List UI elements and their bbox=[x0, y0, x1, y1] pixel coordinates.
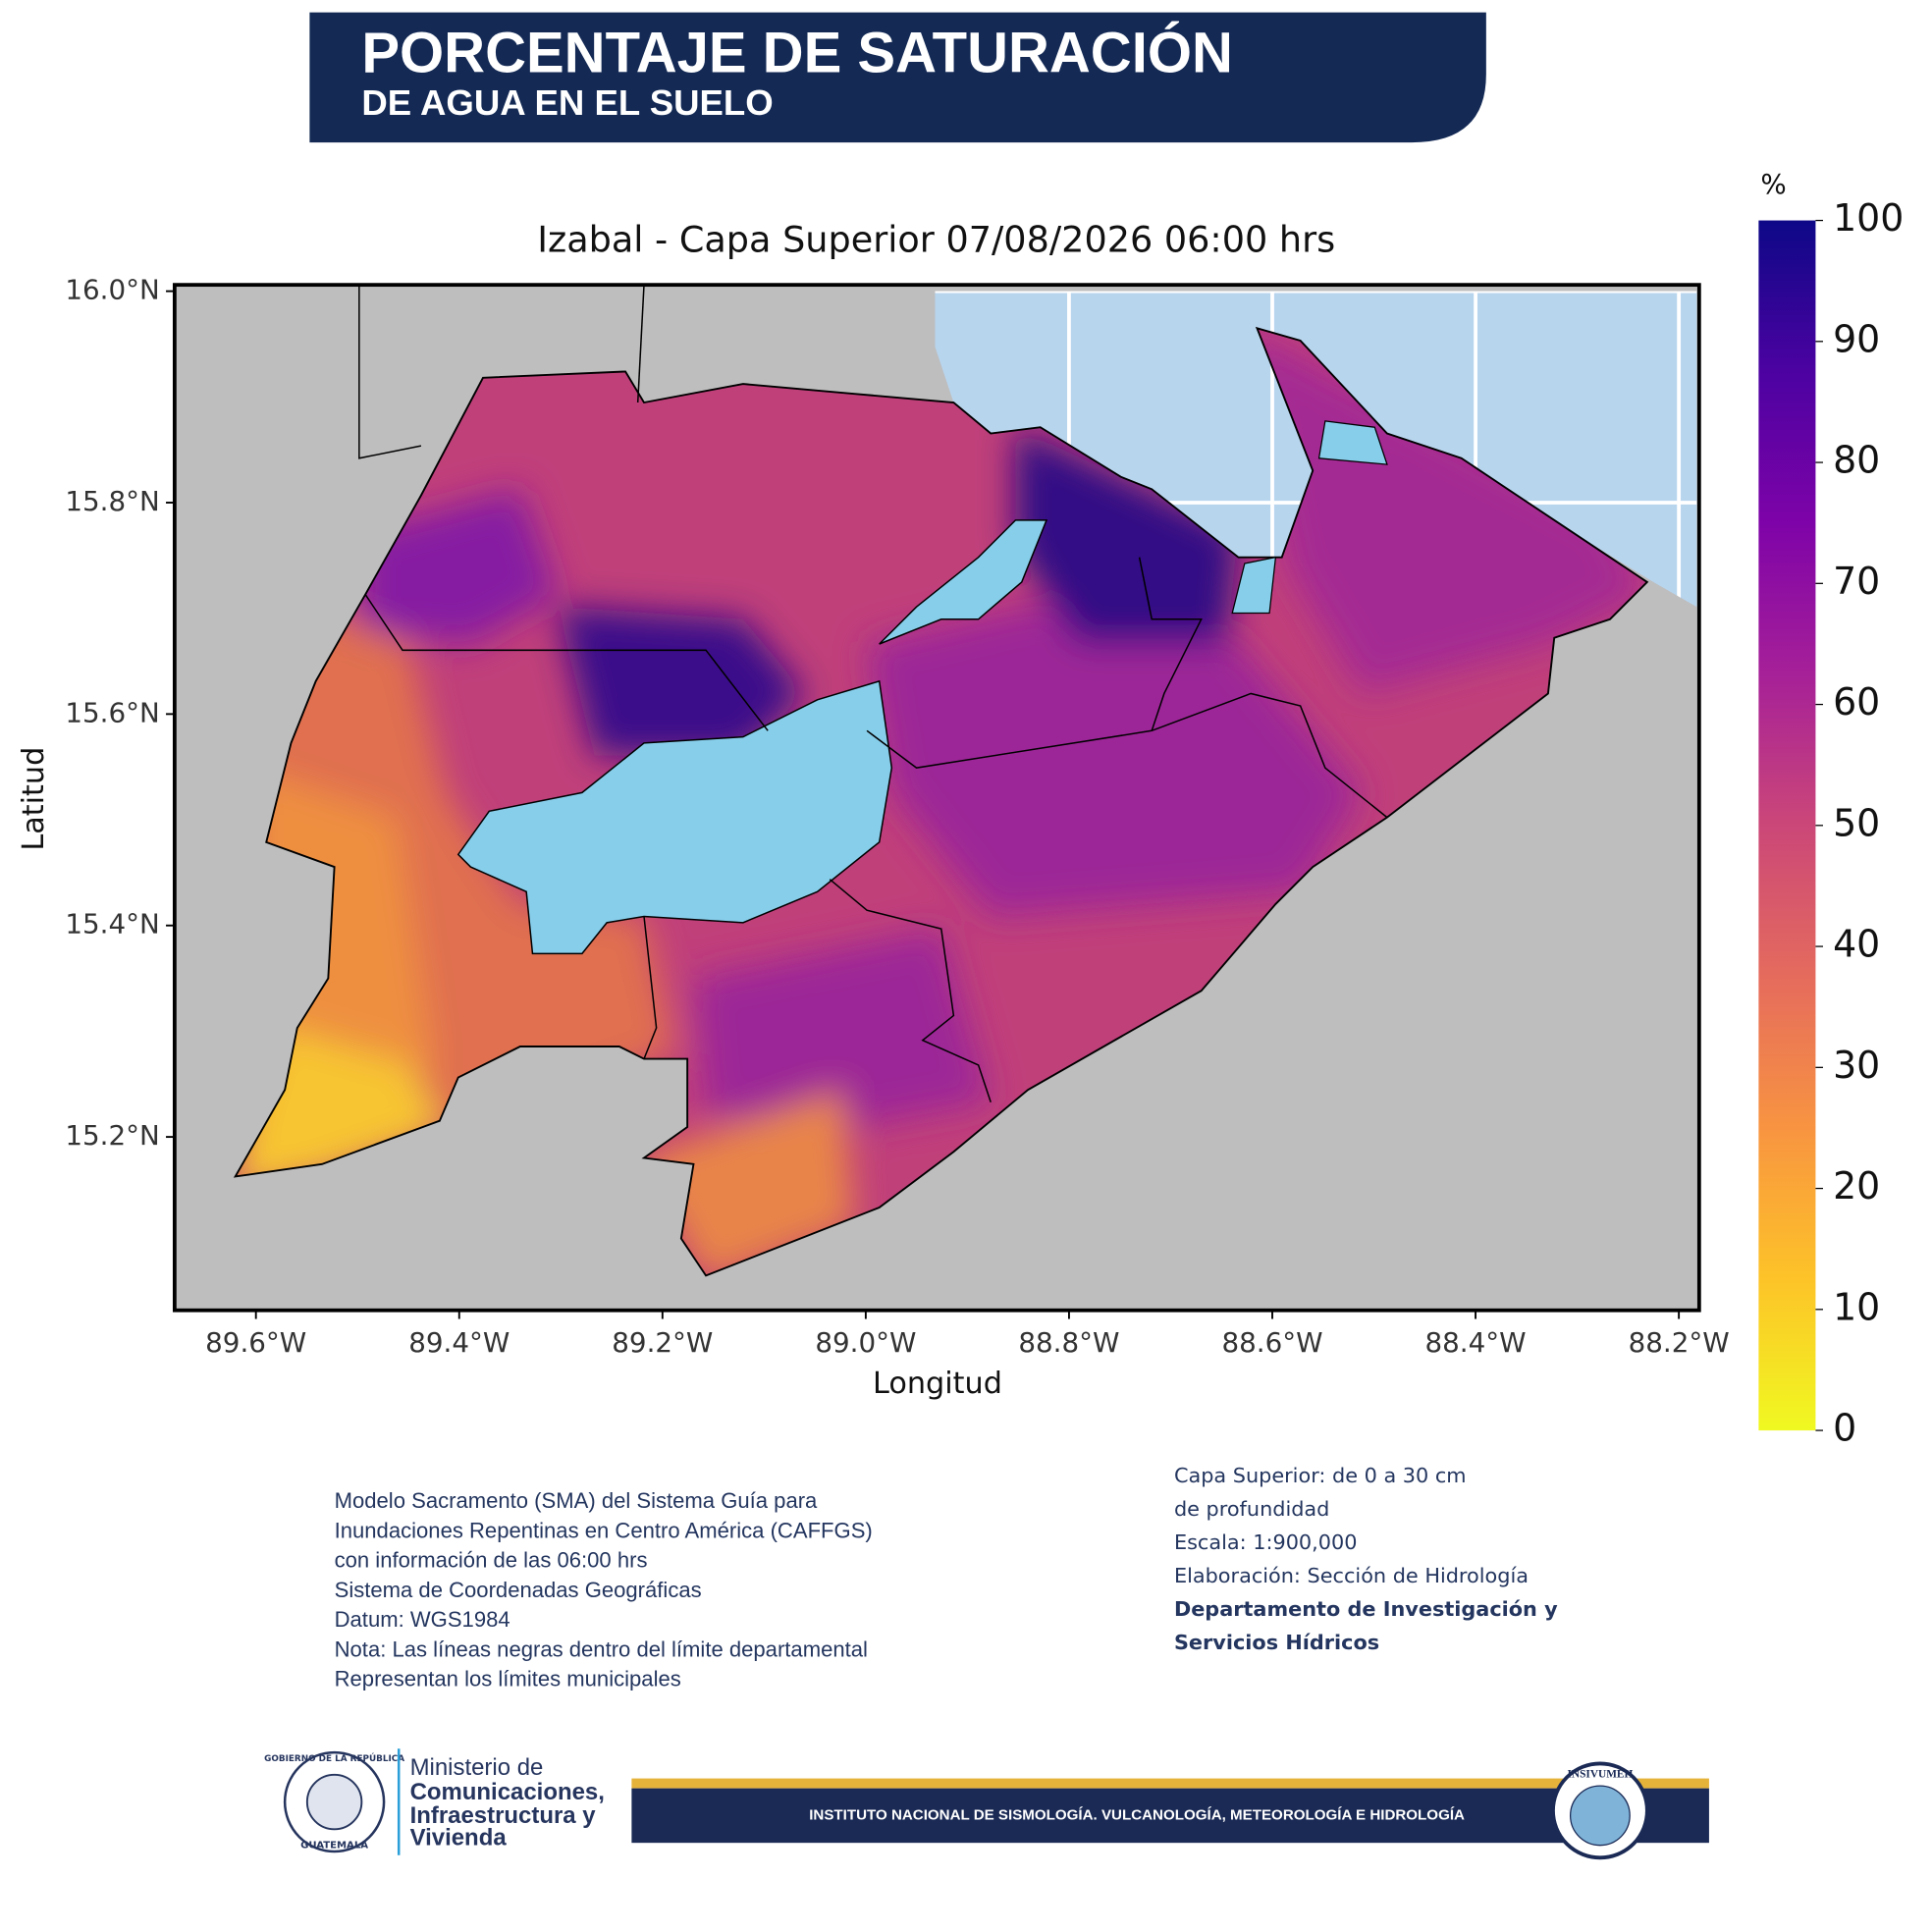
x-tick-label: 88.6°W bbox=[1221, 1326, 1322, 1359]
blob bbox=[1015, 427, 1239, 644]
colorbar-tick-label: 50 bbox=[1833, 801, 1880, 844]
y-tick-label: 15.4°N bbox=[65, 908, 159, 940]
note-line: Datum: WGS1984 bbox=[335, 1607, 510, 1632]
colorbar-unit: % bbox=[1760, 168, 1786, 200]
header-bar bbox=[309, 12, 1486, 143]
colorbar-ticks: 0 10 20 30 40 50 60 70 80 90 100 bbox=[1815, 196, 1904, 1450]
seal-text: GOBIERNO DE LA REPÚBLICA bbox=[264, 1752, 404, 1764]
note-line: Representan los límites municipales bbox=[335, 1667, 681, 1691]
note-line: Nota: Las líneas negras dentro del límit… bbox=[335, 1637, 868, 1661]
institute-name: INSTITUTO NACIONAL DE SISMOLOGÍA. VULCAN… bbox=[809, 1806, 1465, 1823]
ministry-line: Ministerio de bbox=[410, 1754, 544, 1781]
note-line-bold: Departamento de Investigación y bbox=[1174, 1597, 1558, 1621]
x-tick-label: 88.4°W bbox=[1425, 1326, 1527, 1359]
colorbar-tick-label: 40 bbox=[1833, 923, 1880, 966]
note-line: Elaboración: Sección de Hidrología bbox=[1174, 1564, 1529, 1587]
y-tick-label: 15.6°N bbox=[65, 696, 159, 728]
colorbar bbox=[1758, 220, 1816, 1431]
x-tick-label: 89.6°W bbox=[205, 1326, 306, 1359]
x-axis-label: Longitud bbox=[873, 1367, 1002, 1401]
axes: 89.6°W 89.4°W 89.2°W 89.0°W 88.8°W 88.6°W 88.4… bbox=[65, 274, 1729, 1359]
municipal-lines bbox=[358, 285, 1388, 1103]
x-tick-label: 89.0°W bbox=[815, 1326, 916, 1359]
sea bbox=[935, 291, 1697, 608]
colorbar-tick-label: 100 bbox=[1833, 196, 1904, 240]
colorbar-tick-label: 90 bbox=[1833, 317, 1880, 360]
y-tick-label: 15.8°N bbox=[65, 485, 159, 517]
lake bbox=[456, 679, 893, 955]
blob bbox=[637, 1090, 855, 1276]
blob bbox=[358, 489, 558, 644]
note-line: Sistema de Coordenadas Geográficas bbox=[335, 1578, 702, 1602]
note-line: de profundidad bbox=[1174, 1497, 1329, 1521]
ministry-seal bbox=[283, 1750, 386, 1853]
bay bbox=[1231, 420, 1388, 615]
ministry-line: Infraestructura y bbox=[410, 1802, 597, 1829]
colorbar-tick-label: 30 bbox=[1833, 1044, 1880, 1087]
river bbox=[879, 519, 1048, 645]
map-frame bbox=[172, 283, 1701, 1313]
note-line: Inundaciones Repentinas en Centro Améric… bbox=[335, 1518, 873, 1542]
notes-left: Modelo Sacramento (SMA) del Sistema Guía… bbox=[335, 1488, 873, 1691]
note-line: Modelo Sacramento (SMA) del Sistema Guía… bbox=[335, 1488, 818, 1513]
header-title: PORCENTAJE DE SATURACIÓN bbox=[361, 21, 1232, 84]
colorbar-tick-label: 0 bbox=[1833, 1407, 1856, 1450]
x-tick-label: 89.2°W bbox=[612, 1326, 713, 1359]
note-line: Capa Superior: de 0 a 30 cm bbox=[1174, 1464, 1467, 1487]
seal-emblem bbox=[1570, 1785, 1631, 1847]
blob bbox=[1238, 328, 1647, 694]
map-area bbox=[174, 285, 1699, 1311]
institute-seal-text: INSIVUMEH bbox=[1568, 1768, 1634, 1780]
x-tick-label: 89.4°W bbox=[408, 1326, 510, 1359]
ministry-line: Comunicaciones, bbox=[410, 1779, 605, 1805]
colorbar-tick-label: 60 bbox=[1833, 680, 1880, 724]
y-axis-label: Latitud bbox=[17, 747, 51, 851]
colorbar-tick-label: 70 bbox=[1833, 560, 1880, 603]
institute-bar bbox=[631, 1788, 1709, 1844]
colorbar-tick-label: 80 bbox=[1833, 439, 1880, 482]
institute-stripe bbox=[631, 1778, 1709, 1789]
note-line: Escala: 1:900,000 bbox=[1174, 1530, 1358, 1554]
y-tick-label: 16.0°N bbox=[65, 274, 159, 306]
colorbar-tick-label: 10 bbox=[1833, 1285, 1880, 1328]
y-tick-label: 15.2°N bbox=[65, 1119, 159, 1152]
note-line-bold: Servicios Hídricos bbox=[1174, 1631, 1379, 1654]
seal-text: GUATEMALA bbox=[300, 1841, 368, 1852]
note-line: con información de las 06:00 hrs bbox=[335, 1548, 648, 1573]
department-border bbox=[233, 326, 1649, 1277]
header-subtitle: DE AGUA EN EL SUELO bbox=[361, 82, 773, 123]
ministry-line: Vivienda bbox=[410, 1825, 508, 1852]
colorbar-tick-label: 20 bbox=[1833, 1164, 1880, 1208]
x-tick-label: 88.8°W bbox=[1018, 1326, 1119, 1359]
blob bbox=[557, 607, 805, 756]
blob bbox=[867, 569, 1363, 917]
seal-emblem bbox=[305, 1773, 363, 1831]
x-tick-label: 88.2°W bbox=[1629, 1326, 1730, 1359]
map-title: Izabal - Capa Superior 07/08/2026 06:00 … bbox=[537, 219, 1335, 261]
blob bbox=[693, 929, 992, 1127]
notes-right: Capa Superior: de 0 a 30 cm de profundida… bbox=[1174, 1464, 1558, 1654]
